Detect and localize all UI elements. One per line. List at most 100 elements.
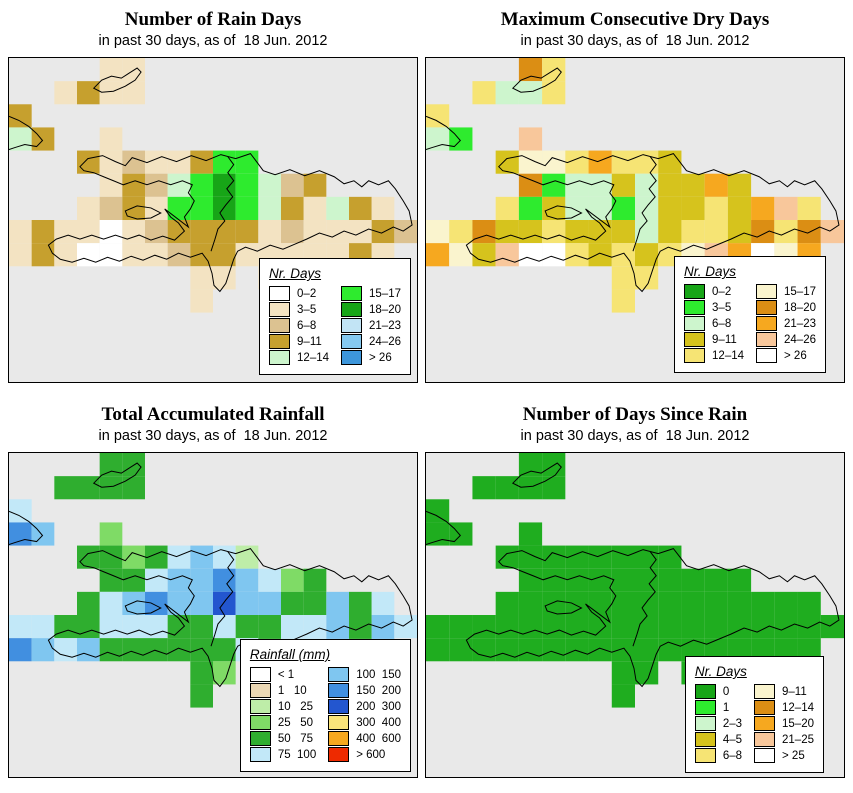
coastline	[466, 154, 839, 292]
legend-label: 1	[722, 702, 730, 714]
legend-label: 21–25	[782, 734, 814, 746]
legend-label: 0–2	[297, 288, 317, 300]
page-title: Maximum Consecutive Dry Days	[500, 9, 770, 30]
legend-swatch	[684, 284, 706, 299]
legend-swatch	[694, 700, 716, 715]
coastline	[94, 463, 141, 487]
legend-label: 1 10	[277, 685, 307, 697]
legend-label: 0	[722, 686, 730, 698]
legend-swatch	[341, 302, 363, 317]
title-block-rainfall: Total Accumulated Rainfall in past 30 da…	[8, 404, 418, 446]
title-block-dry-days: Maximum Consecutive Dry Days in past 30 …	[425, 9, 845, 51]
legend-title: Nr. Days	[684, 264, 737, 279]
coastline	[48, 154, 412, 292]
legend-item: 4–5	[694, 732, 743, 748]
legend-swatch	[756, 300, 778, 315]
legend-label: 15–17	[369, 288, 401, 300]
legend-swatch	[249, 699, 271, 714]
legend-item: 1	[694, 700, 742, 716]
coastline	[513, 463, 561, 487]
legend-swatch	[269, 334, 291, 349]
legend-item: 9–11	[269, 334, 329, 350]
legend-label: 24–26	[369, 336, 401, 348]
coastline	[211, 157, 234, 252]
legend-item: 15–17	[756, 284, 816, 300]
legend-label: 21–23	[784, 318, 816, 330]
legend-label: 18–20	[784, 302, 816, 314]
legend-box: Nr. Days 0 1 2–3 4–5 6–8 9–11 12–14 15–20 21–25 >…	[684, 656, 824, 773]
legend-item: > 600	[328, 747, 401, 763]
legend-label: 10 25	[277, 701, 314, 713]
coastline	[633, 552, 656, 647]
legend-item: 2–3	[694, 716, 743, 732]
legend-swatch	[756, 284, 778, 299]
legend-swatch	[341, 318, 363, 333]
legend-label: 300 400	[356, 717, 401, 729]
legend-item: 0	[694, 684, 742, 700]
legend-label: 21–23	[369, 320, 401, 332]
coastline	[9, 116, 43, 149]
legend-item: 300 400	[328, 715, 401, 731]
legend-item: > 26	[341, 350, 401, 366]
legend-item: 10 25	[249, 699, 316, 715]
legend-label: 400 600	[356, 733, 401, 745]
legend-item: 0–2	[269, 286, 329, 302]
page-title: Total Accumulated Rainfall	[101, 404, 325, 425]
legend-label: 6–8	[712, 318, 732, 330]
legend-item: 24–26	[341, 334, 401, 350]
legend-swatch	[249, 747, 271, 762]
legend-swatch	[269, 318, 291, 333]
legend-swatch	[328, 715, 350, 730]
legend-item: 6–8	[684, 316, 744, 332]
legend-label: 50 75	[277, 733, 314, 745]
legend-label: 15–20	[782, 718, 814, 730]
legend-label: 25 50	[277, 717, 314, 729]
legend-column: 0–2 3–5 6–8 9–11 12–14	[684, 284, 744, 364]
legend-item: 18–20	[756, 300, 816, 316]
coastline	[633, 157, 656, 252]
legend-label: 4–5	[722, 734, 743, 746]
legend-swatch	[754, 684, 776, 699]
map-panel-days-since-rain: Nr. Days 0 1 2–3 4–5 6–8 9–11 12–14 15–20 21–25 >…	[425, 452, 845, 778]
legend-label: 3–5	[297, 304, 317, 316]
coastline	[94, 68, 141, 92]
legend-swatch	[754, 732, 776, 747]
legend-item: 200 300	[328, 699, 401, 715]
legend-swatch	[328, 667, 350, 682]
legend-swatch	[684, 332, 706, 347]
legend-swatch	[684, 300, 706, 315]
legend-label: 9–11	[712, 334, 737, 346]
legend-item: 6–8	[694, 748, 742, 764]
legend-item: 3–5	[269, 302, 329, 318]
coastline	[48, 549, 412, 687]
coastline	[426, 511, 460, 544]
legend-item: 0–2	[684, 284, 744, 300]
legend-swatch	[694, 732, 716, 747]
legend-label: 18–20	[369, 304, 401, 316]
legend-item: 18–20	[341, 302, 401, 318]
legend-item: 21–23	[341, 318, 401, 334]
legend-label: > 600	[356, 749, 386, 761]
legend-item: 15–17	[341, 286, 401, 302]
title-block-days-since-rain: Number of Days Since Rain in past 30 day…	[425, 404, 845, 446]
page-subtitle: in past 30 days, as of 18 Jun. 2012	[98, 428, 328, 444]
legend-swatch	[249, 731, 271, 746]
legend-label: 12–14	[782, 702, 814, 714]
legend-label: 9–11	[297, 336, 322, 348]
legend-swatch	[754, 700, 776, 715]
legend-title: Nr. Days	[694, 664, 747, 679]
legend-item: < 1	[249, 667, 316, 683]
legend-label: > 25	[782, 750, 805, 762]
legend-label: < 1	[277, 669, 295, 681]
legend-swatch	[694, 716, 716, 731]
legend-swatch	[694, 748, 716, 763]
map-raster	[426, 453, 844, 708]
legend-box: Nr. Days 0–2 3–5 6–8 9–11 12–14 15–17 18–20 21–…	[674, 256, 826, 373]
legend-item: 50 75	[249, 731, 316, 747]
raster-map	[426, 453, 844, 708]
legend-item: 3–5	[684, 300, 744, 316]
legend-swatch	[341, 350, 363, 365]
legend-label: 2–3	[722, 718, 743, 730]
legend-swatch	[328, 699, 350, 714]
legend-item: 25 50	[249, 715, 316, 731]
